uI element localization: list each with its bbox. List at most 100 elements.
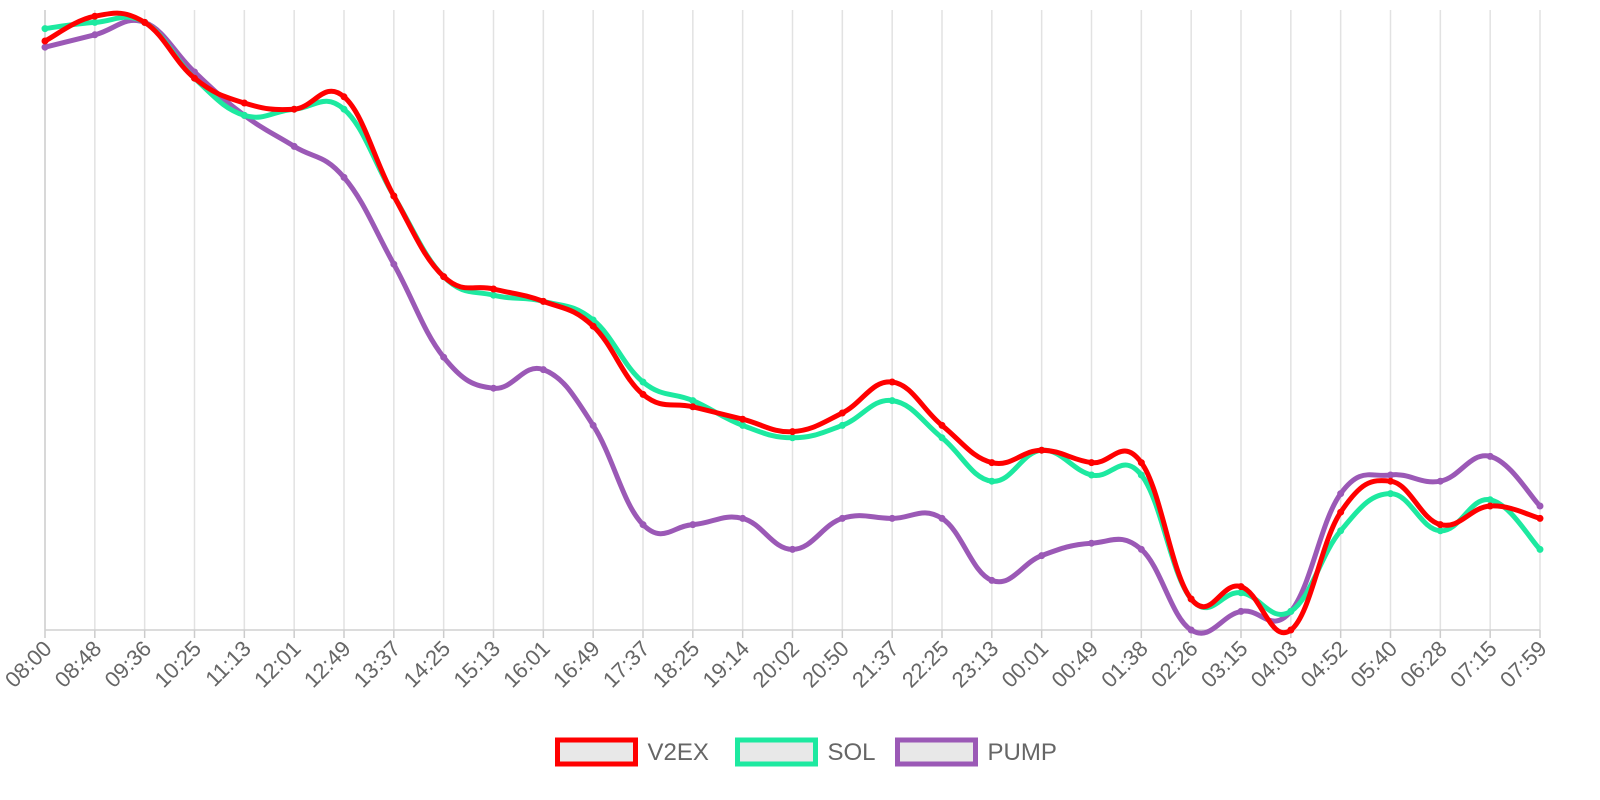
data-point bbox=[41, 43, 49, 51]
data-point bbox=[1038, 552, 1046, 560]
data-point bbox=[1387, 471, 1394, 479]
data-point bbox=[888, 378, 896, 386]
data-point bbox=[1088, 539, 1095, 547]
grid-lines bbox=[44, 10, 1541, 630]
data-point bbox=[1387, 477, 1394, 485]
data-point bbox=[1436, 521, 1444, 529]
x-tick-label: 15:13 bbox=[448, 636, 505, 693]
data-point bbox=[91, 31, 99, 39]
data-point bbox=[490, 291, 497, 299]
data-point bbox=[1486, 452, 1494, 460]
data-point bbox=[789, 428, 796, 436]
x-tick-label: 12:01 bbox=[249, 636, 306, 693]
x-tick-label: 17:37 bbox=[598, 636, 655, 693]
x-tick-label: 04:52 bbox=[1296, 636, 1353, 693]
data-point bbox=[1088, 459, 1095, 467]
legend-item-sol[interactable]: SOL bbox=[735, 737, 876, 767]
data-point bbox=[589, 322, 597, 330]
x-tick-label: 19:14 bbox=[698, 636, 755, 693]
data-point bbox=[988, 576, 996, 584]
data-point bbox=[240, 111, 248, 119]
data-point bbox=[340, 105, 348, 113]
x-tick-label: 08:00 bbox=[0, 636, 57, 693]
data-point bbox=[1137, 459, 1145, 467]
data-point bbox=[938, 434, 946, 442]
series-line-v2ex bbox=[42, 10, 1543, 636]
x-tick-label: 11:13 bbox=[200, 636, 255, 691]
data-point bbox=[1486, 502, 1494, 510]
data-point bbox=[490, 384, 497, 392]
data-point bbox=[938, 421, 946, 429]
data-point bbox=[1536, 514, 1544, 522]
x-tick-label: 01:38 bbox=[1096, 636, 1153, 693]
x-tick-label: 23:13 bbox=[947, 636, 1004, 693]
x-tick-label: 08:48 bbox=[50, 636, 107, 693]
data-point bbox=[689, 521, 697, 529]
data-point bbox=[838, 421, 846, 429]
data-point bbox=[340, 93, 348, 101]
data-point bbox=[41, 37, 49, 45]
data-point bbox=[91, 18, 99, 26]
data-point bbox=[1287, 607, 1295, 615]
x-tick-label: 04:03 bbox=[1246, 636, 1303, 693]
data-point bbox=[141, 18, 149, 26]
data-point bbox=[1137, 471, 1145, 479]
data-point bbox=[390, 260, 398, 268]
legend: V2EX SOL PUMP bbox=[555, 737, 1057, 767]
x-tick-label: 09:36 bbox=[100, 636, 157, 693]
x-tick-label: 20:02 bbox=[747, 636, 804, 693]
legend-swatch bbox=[735, 737, 818, 767]
x-tick-label: 10:25 bbox=[149, 636, 206, 693]
data-point bbox=[639, 390, 647, 398]
data-point bbox=[739, 415, 747, 423]
data-point bbox=[1287, 626, 1295, 634]
data-point bbox=[1237, 583, 1245, 591]
legend-label: V2EX bbox=[648, 739, 709, 766]
x-tick-label: 22:25 bbox=[897, 636, 954, 693]
data-point bbox=[390, 192, 398, 200]
data-point bbox=[440, 353, 448, 361]
data-point bbox=[639, 521, 647, 529]
data-point bbox=[290, 105, 298, 113]
x-tick-label: 00:49 bbox=[1046, 636, 1103, 693]
data-point bbox=[589, 421, 597, 429]
data-point bbox=[689, 397, 697, 405]
series-v2ex bbox=[41, 10, 1544, 636]
x-tick-label: 02:26 bbox=[1146, 636, 1203, 693]
series-lines bbox=[41, 10, 1544, 636]
data-point bbox=[1536, 502, 1544, 510]
legend-swatch bbox=[895, 737, 978, 767]
legend-item-v2ex[interactable]: V2EX bbox=[555, 737, 709, 767]
x-tick-label: 07:15 bbox=[1445, 636, 1502, 693]
data-point bbox=[1237, 607, 1245, 615]
data-point bbox=[1187, 626, 1195, 634]
data-point bbox=[1337, 508, 1345, 516]
x-tick-label: 18:25 bbox=[648, 636, 705, 693]
data-point bbox=[91, 12, 99, 20]
legend-item-pump[interactable]: PUMP bbox=[895, 737, 1057, 767]
data-point bbox=[1436, 527, 1444, 535]
x-tick-label: 13:37 bbox=[349, 636, 406, 693]
data-point bbox=[490, 285, 497, 293]
x-tick-label: 16:49 bbox=[548, 636, 605, 693]
data-point bbox=[1536, 545, 1544, 553]
data-point bbox=[539, 297, 547, 305]
data-point bbox=[1337, 527, 1345, 535]
data-point bbox=[240, 99, 248, 107]
data-point bbox=[1337, 490, 1345, 498]
data-point bbox=[440, 273, 448, 281]
data-point bbox=[1436, 477, 1444, 485]
data-point bbox=[1088, 471, 1095, 479]
data-point bbox=[938, 514, 946, 522]
x-tick-label: 14:25 bbox=[399, 636, 456, 693]
x-tick-label: 20:50 bbox=[797, 636, 854, 693]
data-point bbox=[888, 514, 896, 522]
x-tick-label: 12:49 bbox=[299, 636, 356, 693]
data-point bbox=[739, 421, 747, 429]
x-tick-labels: 08:0008:4809:3610:2511:1312:0112:4913:37… bbox=[0, 636, 1552, 693]
data-point bbox=[41, 25, 49, 33]
legend-label: PUMP bbox=[988, 739, 1057, 766]
data-point bbox=[988, 477, 996, 485]
